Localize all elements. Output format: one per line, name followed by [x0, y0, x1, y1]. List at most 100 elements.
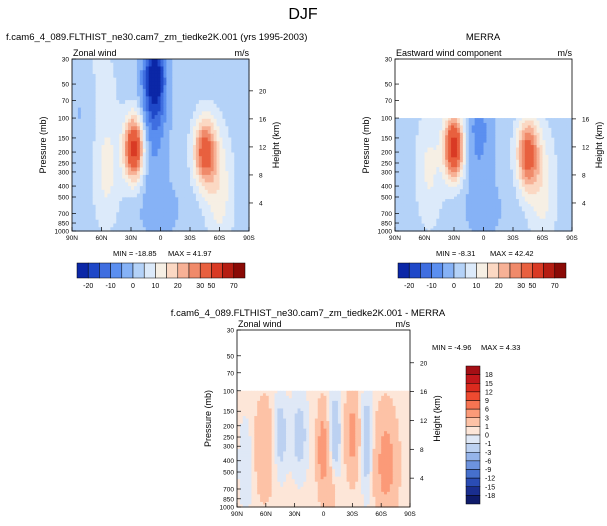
field-cell	[421, 152, 426, 156]
field-cell	[74, 100, 79, 105]
field-cell	[498, 174, 502, 178]
field-cell	[489, 196, 493, 200]
field-cell	[101, 171, 106, 176]
field-cell	[545, 135, 549, 139]
field-cell	[569, 186, 573, 190]
field-cell	[157, 208, 162, 213]
field-cell	[136, 186, 141, 191]
field-cell	[107, 148, 111, 154]
field-cell	[397, 179, 402, 183]
field-cell	[131, 107, 135, 112]
field-cell	[74, 92, 79, 97]
field-cell	[563, 157, 567, 161]
field-cell	[228, 77, 232, 83]
field-cell	[204, 171, 209, 176]
field-cell	[439, 179, 443, 183]
field-cell	[110, 111, 114, 116]
field-cell	[468, 137, 473, 141]
field-cell	[86, 107, 91, 112]
field-cell	[148, 182, 153, 187]
field-cell	[119, 216, 123, 221]
field-cell	[501, 159, 505, 163]
field-cell	[462, 140, 467, 144]
field-cell	[527, 137, 532, 141]
field-cell	[139, 130, 144, 135]
field-cell	[139, 107, 144, 112]
field-cell	[527, 152, 532, 156]
field-cell	[157, 171, 162, 176]
field-cell	[207, 111, 212, 116]
field-cell	[181, 100, 185, 105]
field-cell	[456, 145, 461, 149]
field-cell	[83, 186, 88, 191]
field-cell	[513, 149, 517, 154]
field-cell	[122, 197, 126, 202]
field-cell	[216, 163, 221, 169]
field-cell	[563, 199, 567, 203]
field-cell	[207, 115, 212, 120]
field-cell	[395, 140, 399, 144]
field-cell	[240, 62, 244, 68]
field-cell	[207, 118, 212, 124]
field-cell	[195, 66, 200, 71]
field-cell	[225, 59, 229, 64]
field-cell	[110, 171, 114, 176]
field-cell	[483, 186, 488, 190]
field-cell	[542, 181, 547, 185]
field-cell	[504, 194, 508, 198]
field-cell	[240, 201, 244, 206]
field-cell	[122, 219, 126, 225]
field-cell	[190, 81, 194, 86]
field-cell	[521, 194, 526, 198]
field-cell	[222, 152, 226, 157]
field-cell	[151, 126, 156, 131]
field-cell	[513, 174, 517, 178]
field-cell	[210, 163, 215, 169]
field-cell	[563, 135, 567, 139]
field-cell	[569, 132, 573, 136]
field-cell	[98, 152, 103, 157]
field-cell	[492, 127, 496, 131]
field-cell	[181, 66, 185, 71]
field-cell	[400, 145, 405, 149]
field-cell	[142, 208, 147, 213]
field-cell	[459, 140, 464, 144]
field-cell	[110, 174, 114, 180]
field-cell	[539, 120, 544, 124]
field-cell	[142, 66, 147, 71]
field-cell	[395, 201, 399, 205]
field-cell	[145, 148, 150, 154]
field-cell	[104, 171, 108, 176]
field-cell	[510, 203, 514, 208]
field-cell	[119, 103, 123, 109]
colorbar-swatch	[132, 262, 145, 279]
field-cell	[403, 145, 408, 149]
field-cell	[210, 81, 215, 86]
field-cell	[246, 201, 250, 206]
field-cell	[163, 227, 167, 232]
field-cell	[527, 142, 532, 146]
field-cell	[225, 182, 229, 187]
field-cell	[204, 219, 209, 225]
field-cell	[116, 189, 120, 195]
field-cell	[527, 167, 532, 171]
field-cell	[400, 132, 405, 136]
field-cell	[116, 126, 120, 131]
field-cell	[456, 169, 461, 173]
field-cell	[133, 182, 138, 187]
field-cell	[243, 219, 247, 225]
field-cell	[504, 140, 508, 144]
field-cell	[527, 154, 532, 158]
field-cell	[148, 85, 153, 90]
field-cell	[240, 163, 244, 169]
field-cell	[474, 162, 479, 166]
field-cell	[471, 154, 476, 158]
field-cell	[83, 66, 88, 71]
field-cell	[219, 107, 224, 112]
field-cell	[154, 126, 159, 131]
colorbar-label: 70	[230, 283, 238, 290]
field-cell	[448, 125, 452, 129]
field-cell	[471, 122, 476, 127]
field-cell	[72, 70, 76, 75]
field-cell	[92, 182, 97, 187]
